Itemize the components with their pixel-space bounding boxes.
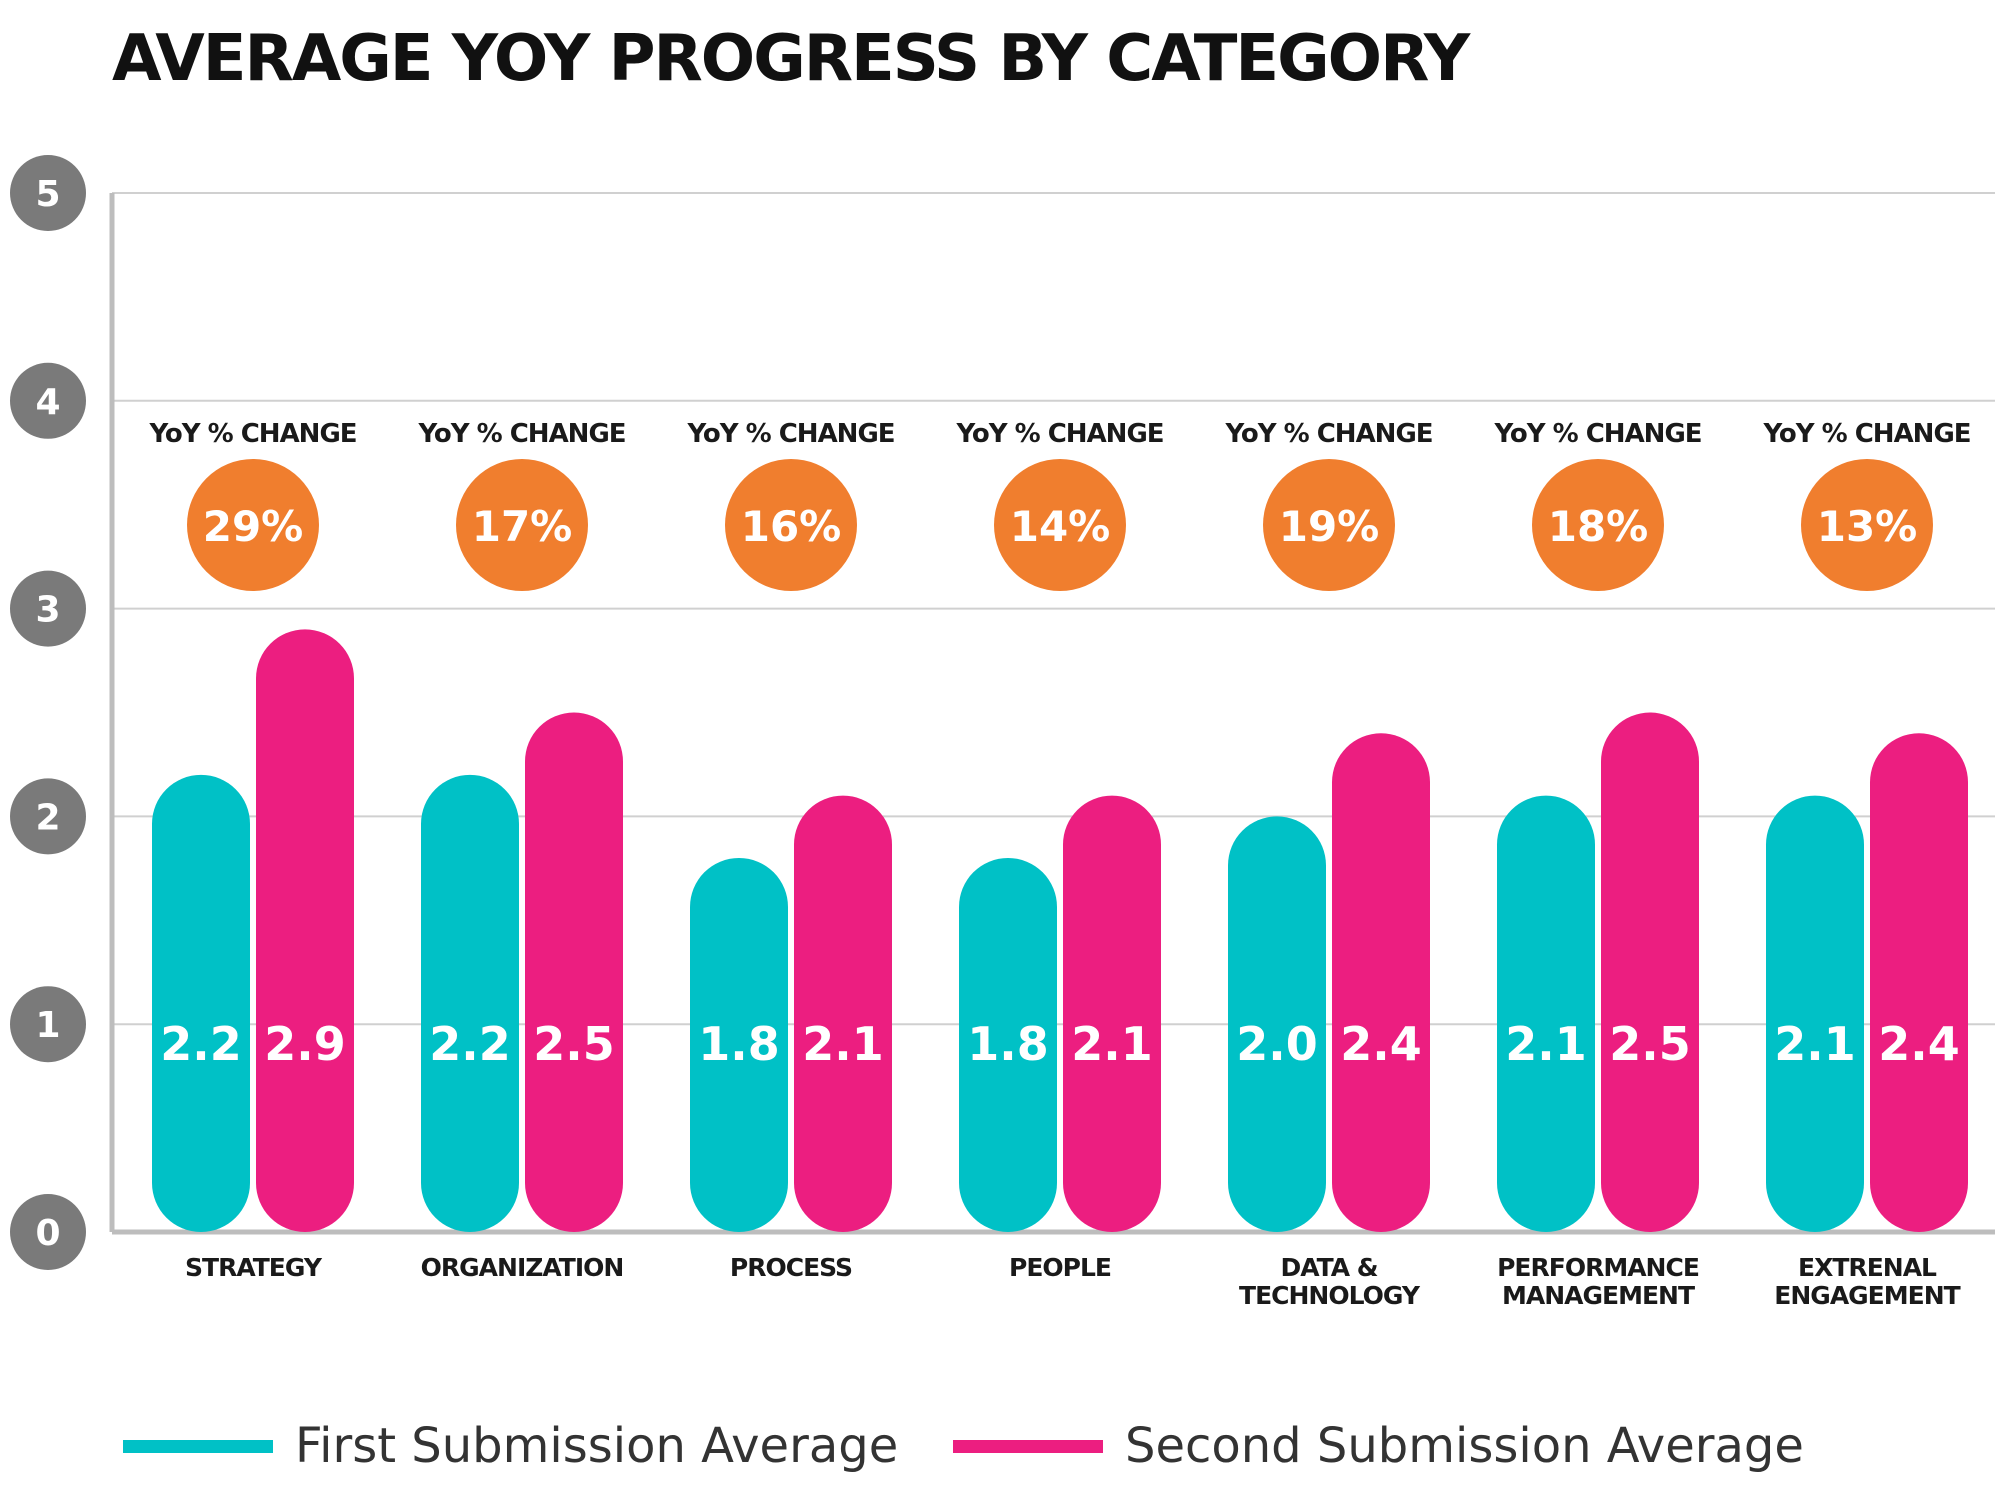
- bar-value-label: 1.8: [967, 1017, 1049, 1071]
- legend-swatch-second: [953, 1439, 1103, 1453]
- y-tick-label: 1: [35, 1005, 60, 1046]
- bar-first: [1766, 795, 1864, 1232]
- yoy-badge: [1263, 459, 1395, 591]
- legend-label-first: First Submission Average: [295, 1418, 899, 1474]
- yoy-value: 18%: [1548, 502, 1649, 551]
- x-tick-label: ENGAGEMENT: [1774, 1281, 1960, 1310]
- bar-value-label: 1.8: [698, 1017, 780, 1071]
- yoy-label: YoY % CHANGE: [148, 419, 356, 449]
- yoy-badge: [994, 459, 1126, 591]
- y-tick-label: 2: [35, 797, 60, 838]
- legend-item-second: Second Submission Average: [953, 1418, 1804, 1474]
- yoy-value: 17%: [472, 502, 573, 551]
- legend-item-first: First Submission Average: [123, 1418, 898, 1474]
- yoy-label: YoY % CHANGE: [1493, 419, 1701, 449]
- bar-value-label: 2.1: [1774, 1017, 1856, 1071]
- x-tick-label: ORGANIZATION: [421, 1253, 624, 1282]
- bar-first: [959, 857, 1057, 1232]
- bar-first: [1497, 795, 1595, 1232]
- yoy-badge: [456, 459, 588, 591]
- bar-value-label: 2.1: [1505, 1017, 1587, 1071]
- legend-label-second: Second Submission Average: [1125, 1418, 1804, 1474]
- x-tick-label: PERFORMANCE: [1497, 1253, 1699, 1282]
- yoy-badge: [725, 459, 857, 591]
- yoy-label: YoY % CHANGE: [955, 419, 1163, 449]
- bar-second: [256, 629, 354, 1232]
- bar-value-label: 2.1: [1071, 1017, 1153, 1071]
- bar-value-label: 2.5: [533, 1017, 615, 1071]
- yoy-badge: [187, 459, 319, 591]
- bar-second: [525, 712, 623, 1232]
- y-tick-circle: [10, 1194, 86, 1270]
- bar-value-label: 2.1: [802, 1017, 884, 1071]
- y-tick-circle: [10, 986, 86, 1063]
- yoy-value: 19%: [1279, 502, 1380, 551]
- y-tick-circle: [10, 570, 86, 647]
- x-tick-label: MANAGEMENT: [1502, 1281, 1695, 1310]
- bar-value-label: 2.2: [429, 1017, 511, 1071]
- y-tick-circle: [10, 155, 86, 231]
- x-tick-label: PEOPLE: [1009, 1253, 1111, 1282]
- bar-value-label: 2.0: [1236, 1017, 1318, 1071]
- bar-value-label: 2.5: [1609, 1017, 1691, 1071]
- chart-title: AVERAGE YOY PROGRESS BY CATEGORY: [112, 22, 1470, 96]
- yoy-value: 13%: [1817, 502, 1918, 551]
- bar-second: [1870, 733, 1968, 1232]
- y-tick-label: 3: [35, 590, 60, 631]
- yoy-value: 29%: [203, 502, 304, 551]
- y-tick-label: 5: [35, 174, 60, 215]
- y-tick-circle: [10, 362, 86, 439]
- bar-first: [421, 774, 519, 1232]
- yoy-label: YoY % CHANGE: [417, 419, 625, 449]
- bar-value-label: 2.4: [1878, 1017, 1960, 1071]
- yoy-badge: [1801, 459, 1933, 591]
- x-tick-label: DATA &: [1280, 1253, 1377, 1282]
- x-tick-label: EXTRENAL: [1798, 1253, 1937, 1282]
- bar-first: [1228, 816, 1326, 1232]
- bar-first: [152, 774, 250, 1232]
- bar-second: [794, 795, 892, 1232]
- bar-first: [690, 857, 788, 1232]
- x-tick-label: STRATEGY: [185, 1253, 323, 1282]
- y-tick-circle: [10, 778, 86, 855]
- x-tick-label: TECHNOLOGY: [1239, 1281, 1421, 1310]
- yoy-label: YoY % CHANGE: [1762, 419, 1970, 449]
- yoy-label: YoY % CHANGE: [686, 419, 894, 449]
- bar-second: [1063, 795, 1161, 1232]
- y-tick-label: 4: [35, 382, 60, 423]
- bar-value-label: 2.4: [1340, 1017, 1422, 1071]
- bar-second: [1332, 733, 1430, 1232]
- bar-second: [1601, 712, 1699, 1232]
- x-tick-label: PROCESS: [730, 1253, 852, 1282]
- bar-value-label: 2.9: [264, 1017, 346, 1071]
- legend-swatch-first: [123, 1439, 273, 1453]
- yoy-value: 14%: [1010, 502, 1111, 551]
- bar-value-label: 2.2: [160, 1017, 242, 1071]
- yoy-value: 16%: [741, 502, 842, 551]
- y-tick-label: 0: [35, 1213, 60, 1254]
- yoy-badge: [1532, 459, 1664, 591]
- yoy-label: YoY % CHANGE: [1224, 419, 1432, 449]
